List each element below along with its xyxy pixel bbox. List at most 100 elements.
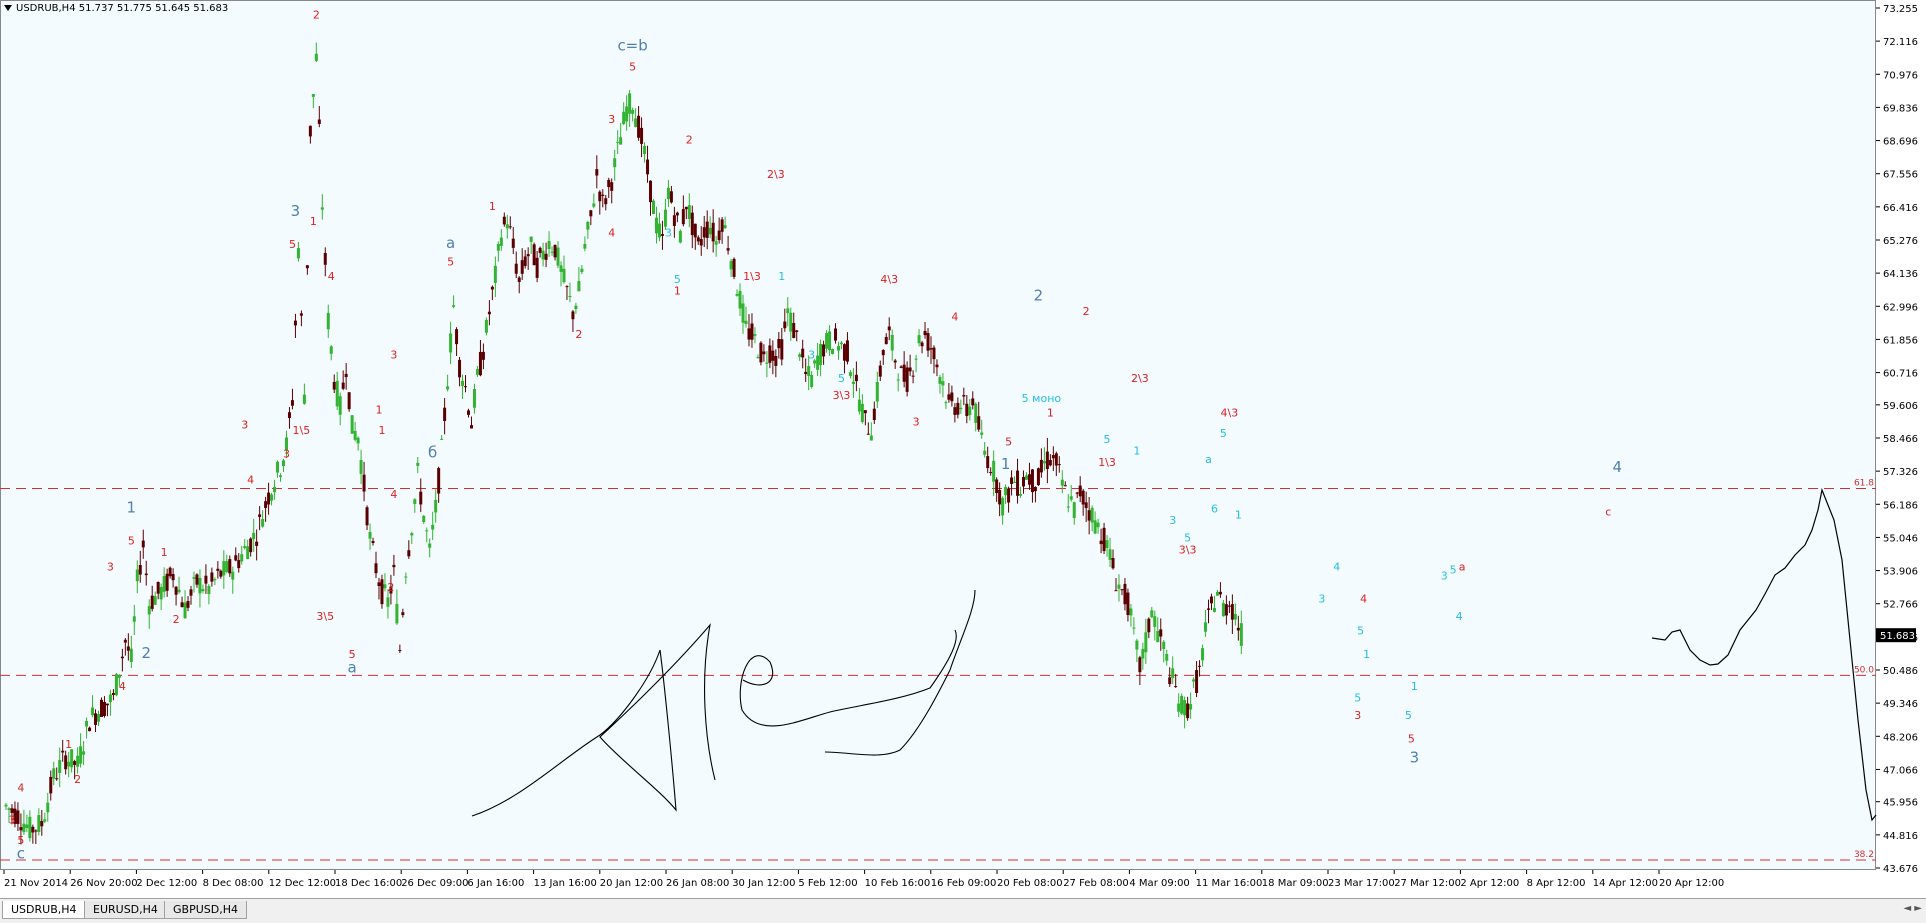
price-chart[interactable]: 61.850.038.2 2c=b53154a51322\34\34222\34… bbox=[0, 0, 1926, 898]
symbol-header: USDRUB,H4 51.737 51.775 51.645 51.683 bbox=[4, 3, 228, 14]
wave-label: 5 bbox=[1354, 692, 1361, 705]
wave-label: 3\3 bbox=[833, 389, 851, 402]
candle-body bbox=[753, 334, 757, 336]
y-tick-label: 61.856 bbox=[1883, 335, 1918, 346]
tab-usdrub-h4[interactable]: USDRUB,H4 bbox=[2, 901, 86, 919]
wave-label: 1 bbox=[1133, 444, 1140, 457]
candle-body bbox=[672, 215, 676, 226]
candle-body bbox=[413, 499, 417, 505]
x-tick-label: 30 Jan 12:00 bbox=[732, 878, 795, 889]
candle-body bbox=[1036, 468, 1040, 486]
candle-body bbox=[517, 277, 521, 282]
candle-body bbox=[1078, 485, 1082, 497]
chart-area[interactable]: 61.8 50.0 38.2 2 c=b 5 3 1 5 4 a 5 1 3 2 2\3 4\3 4 2 2 2\3 4… bbox=[0, 0, 1926, 898]
candle-body bbox=[150, 595, 154, 609]
candle-body bbox=[508, 226, 512, 228]
y-tick-label: 64.136 bbox=[1883, 269, 1918, 280]
fib-label: 61.8 bbox=[1854, 478, 1874, 488]
candle-body bbox=[1221, 603, 1225, 617]
candle-body bbox=[240, 554, 244, 562]
candle-body bbox=[61, 750, 65, 753]
candle-body bbox=[290, 400, 294, 406]
plot-border bbox=[0, 0, 1876, 870]
x-tick-label: 2 Apr 12:00 bbox=[1460, 878, 1519, 889]
candle-body bbox=[177, 589, 181, 593]
candle-body bbox=[1096, 522, 1100, 528]
candle-body bbox=[305, 265, 309, 269]
candle-body bbox=[431, 524, 435, 530]
candle-body bbox=[944, 402, 948, 404]
candle-body bbox=[1084, 502, 1088, 508]
y-tick-label: 47.066 bbox=[1883, 765, 1918, 776]
candle-body bbox=[592, 203, 596, 207]
candle-body bbox=[446, 386, 450, 390]
candle-body bbox=[344, 373, 348, 378]
candle-body bbox=[1108, 549, 1112, 560]
chart-tab-bar: USDRUB,H4 EURUSD,H4 GBPUSD,H4 ◄ ► bbox=[0, 898, 1926, 923]
candle-body bbox=[168, 567, 172, 577]
candle-body bbox=[117, 674, 121, 678]
candle-body bbox=[225, 561, 229, 573]
candle-body bbox=[989, 472, 993, 474]
wave-label: 3 bbox=[1318, 593, 1325, 606]
tab-eurusd-h4[interactable]: EURUSD,H4 bbox=[84, 901, 167, 919]
wave-label: 5 bbox=[17, 834, 24, 847]
candle-body bbox=[899, 366, 903, 368]
time-axis: 21 Nov 2014 26 Nov 20:002 Dec 12:00 8 Dec … bbox=[3, 870, 1724, 889]
candle-body bbox=[556, 247, 560, 266]
candle-body bbox=[995, 479, 999, 494]
candle-body bbox=[216, 568, 220, 571]
candle-body bbox=[37, 815, 41, 832]
candle-body bbox=[669, 191, 673, 203]
candle-body bbox=[1075, 492, 1079, 494]
candle-body bbox=[971, 398, 975, 406]
tab-scroll-arrows-icon[interactable]: ◄ ► bbox=[1903, 903, 1922, 914]
wave-label: 2 bbox=[141, 644, 151, 662]
wave-label: c bbox=[17, 845, 25, 863]
candle-body bbox=[693, 223, 697, 238]
candle-body bbox=[732, 258, 736, 277]
candle-body bbox=[822, 344, 826, 357]
candle-body bbox=[1016, 470, 1020, 496]
candle-body bbox=[580, 268, 584, 272]
candle-body bbox=[619, 137, 623, 145]
wave-label: 4 bbox=[328, 270, 335, 283]
hand-drawings bbox=[471, 487, 1877, 822]
candle-body bbox=[953, 407, 957, 415]
candle-body bbox=[359, 460, 363, 475]
candle-body bbox=[455, 329, 459, 345]
candle-body bbox=[634, 118, 638, 128]
candle-body bbox=[825, 333, 829, 349]
candle-body bbox=[938, 377, 942, 384]
candle-body bbox=[801, 348, 805, 358]
candle-body bbox=[911, 375, 915, 377]
tab-gbpusd-h4[interactable]: GBPUSD,H4 bbox=[164, 901, 247, 919]
x-tick-label: 26 Jan 08:00 bbox=[666, 878, 729, 889]
wave-label: a bbox=[1205, 453, 1212, 466]
dropdown-triangle-icon[interactable] bbox=[4, 5, 12, 11]
candle-body bbox=[123, 639, 127, 643]
candle-body bbox=[1207, 608, 1210, 610]
candle-body bbox=[729, 260, 733, 270]
y-tick-label: 55.046 bbox=[1883, 533, 1918, 544]
candle-body bbox=[613, 158, 617, 168]
candle-body bbox=[234, 555, 238, 561]
wave-label: 4\3 bbox=[880, 273, 898, 286]
candle-body bbox=[246, 546, 250, 560]
candle-body bbox=[908, 367, 912, 372]
candle-body bbox=[604, 198, 608, 205]
wave-label: 2 bbox=[313, 8, 320, 21]
candle-body bbox=[237, 560, 241, 569]
candle-body bbox=[816, 355, 820, 370]
candle-body bbox=[1138, 657, 1142, 673]
x-tick-label: 14 Apr 12:00 bbox=[1593, 878, 1658, 889]
candle-body bbox=[231, 571, 235, 580]
wave-label: 3\3 bbox=[1179, 543, 1197, 556]
candle-body bbox=[499, 237, 503, 246]
y-tick-label: 66.416 bbox=[1883, 203, 1918, 214]
candle-body bbox=[132, 616, 136, 622]
candle-body bbox=[243, 546, 247, 549]
candle-body bbox=[1215, 591, 1219, 596]
y-tick-label: 70.976 bbox=[1883, 70, 1918, 81]
candle-body bbox=[646, 159, 650, 175]
